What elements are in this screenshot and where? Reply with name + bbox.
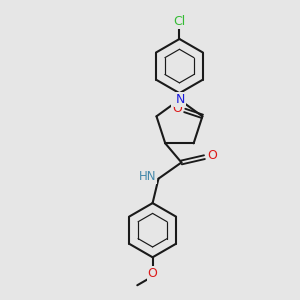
Text: HN: HN: [139, 170, 156, 183]
Text: N: N: [175, 93, 185, 106]
Text: Cl: Cl: [173, 15, 186, 28]
Text: O: O: [148, 267, 158, 280]
Text: O: O: [172, 102, 182, 115]
Text: O: O: [208, 149, 218, 162]
